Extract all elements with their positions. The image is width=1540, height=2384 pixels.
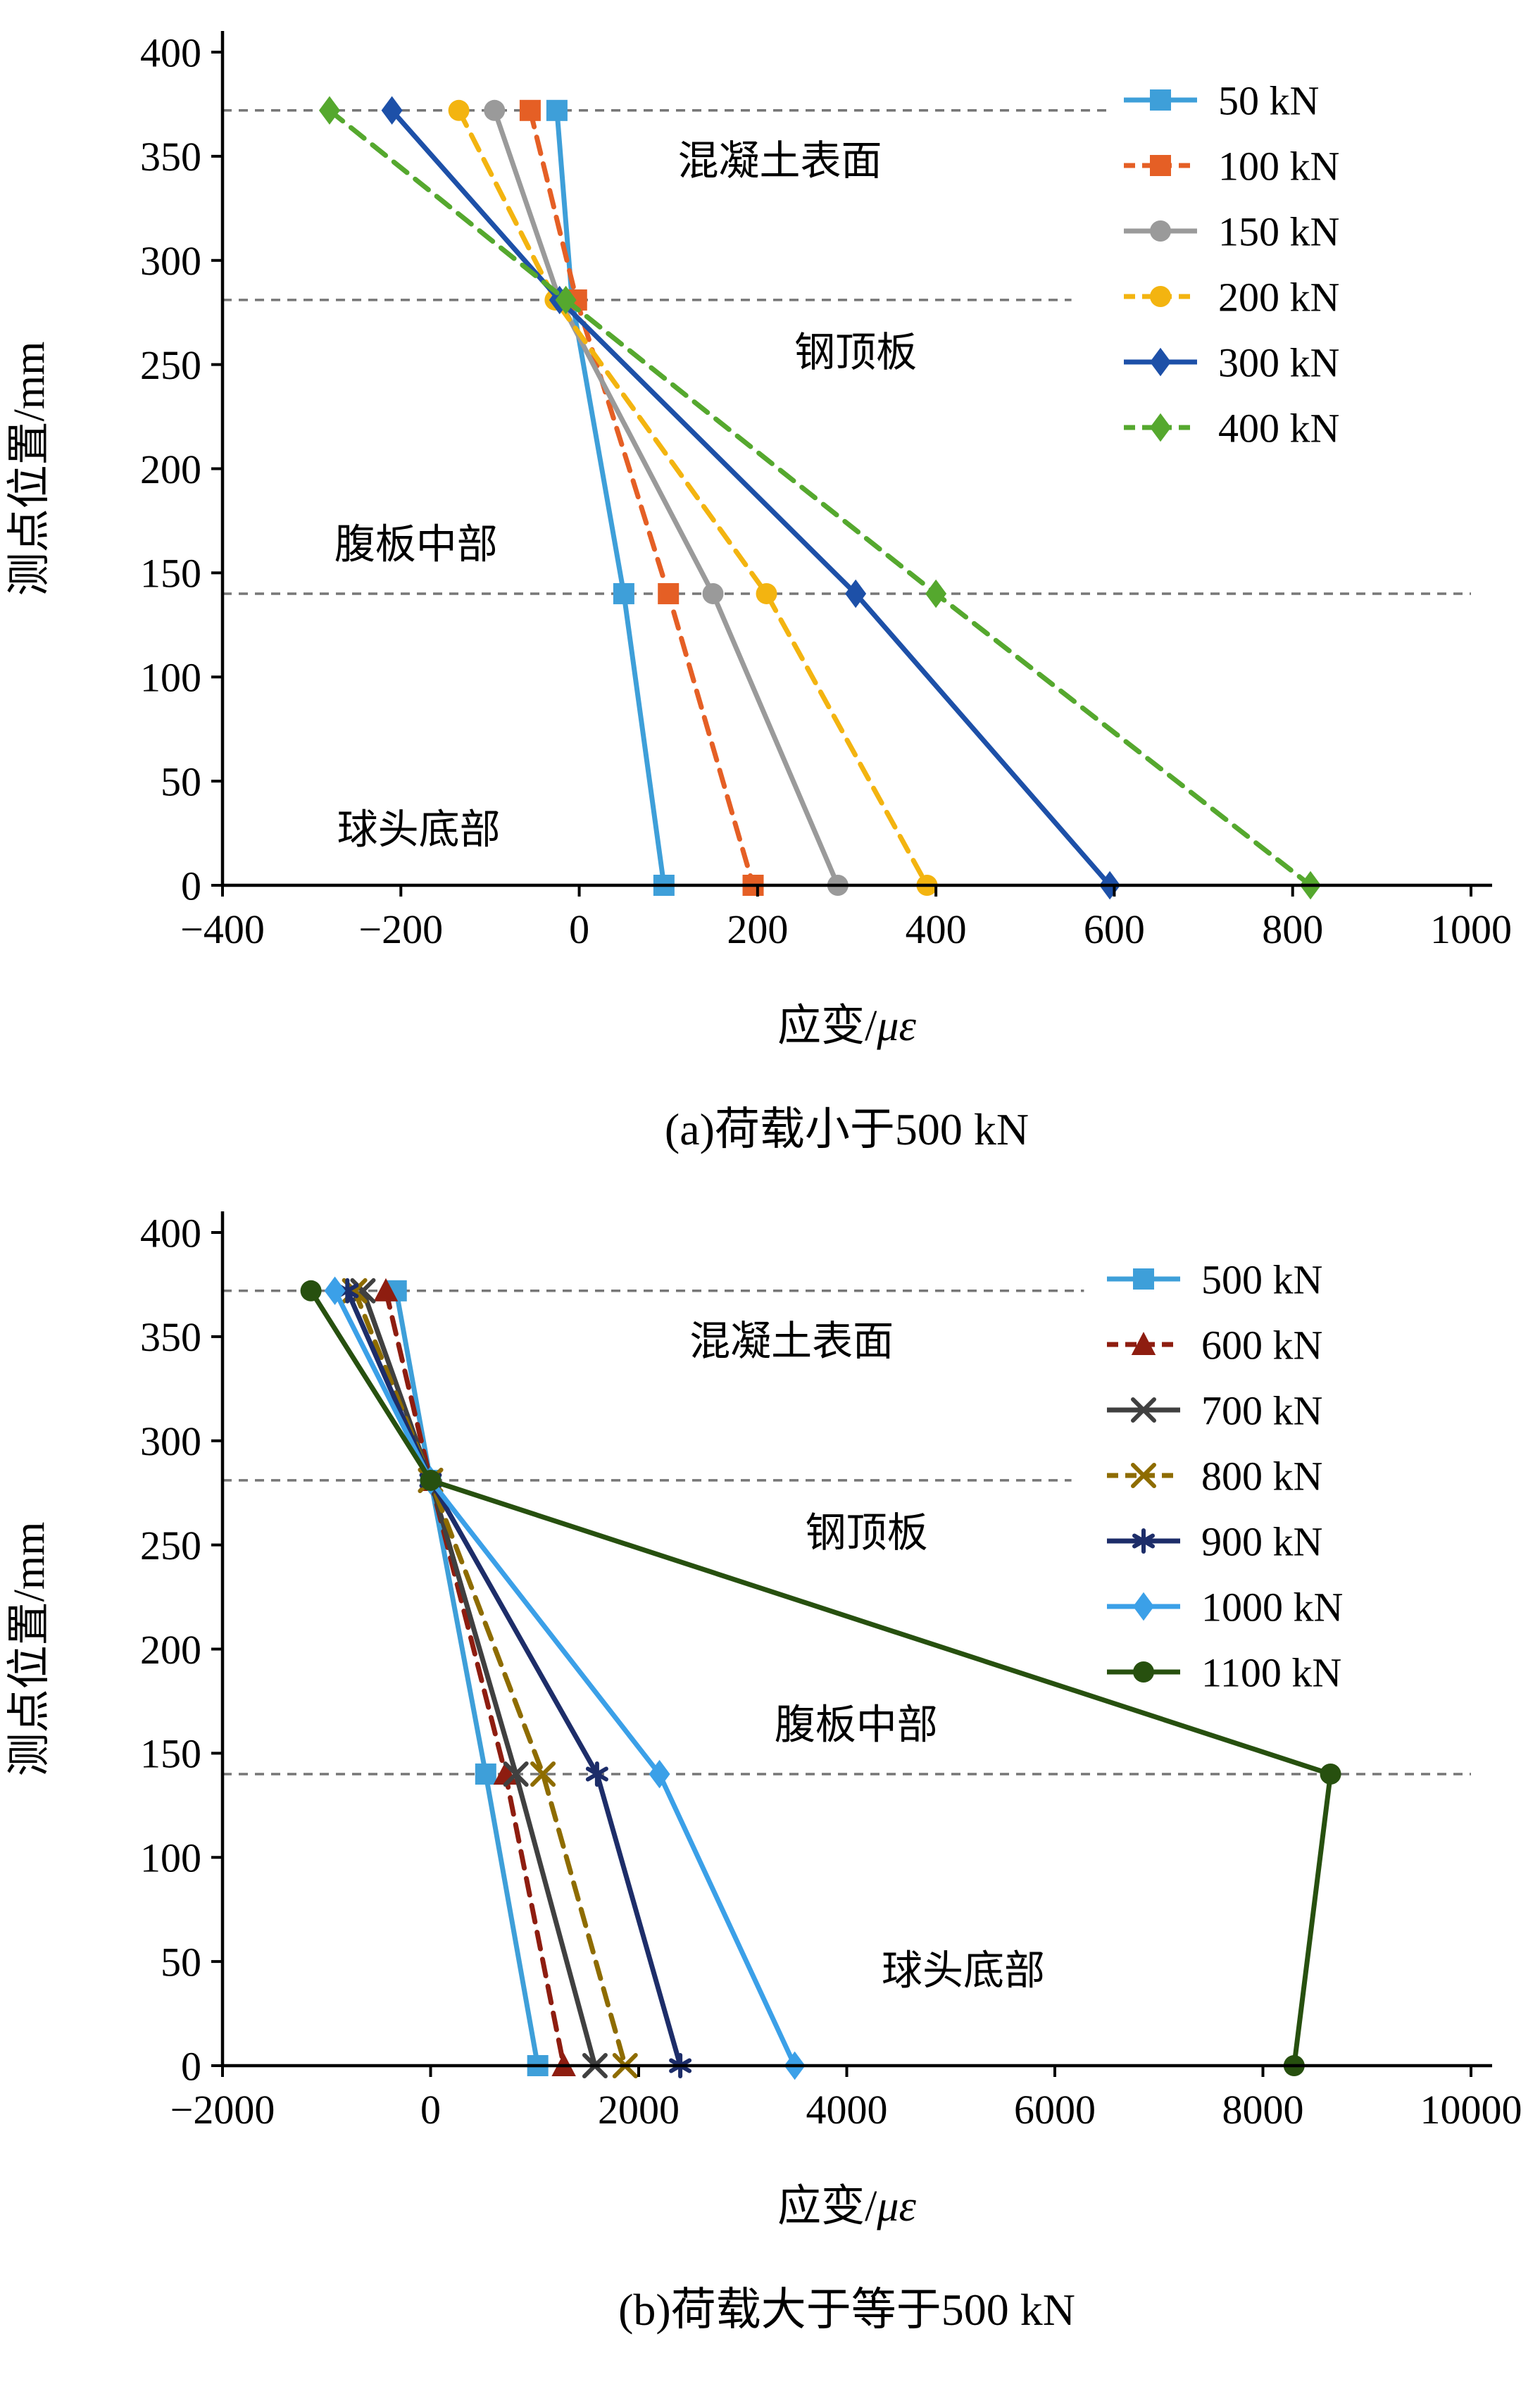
- svg-text:600: 600: [1084, 906, 1145, 952]
- svg-text:400 kN: 400 kN: [1218, 405, 1339, 451]
- svg-text:腹板中部: 腹板中部: [775, 1702, 938, 1747]
- svg-text:混凝土表面: 混凝土表面: [678, 138, 882, 184]
- svg-text:200 kN: 200 kN: [1218, 274, 1339, 320]
- svg-text:1000: 1000: [1430, 906, 1512, 952]
- svg-text:200: 200: [727, 906, 788, 952]
- svg-text:50: 50: [161, 759, 201, 804]
- svg-text:400: 400: [140, 30, 201, 75]
- svg-text:900 kN: 900 kN: [1201, 1518, 1322, 1564]
- svg-text:−2000: −2000: [170, 2087, 275, 2133]
- svg-text:1000 kN: 1000 kN: [1201, 1584, 1343, 1630]
- svg-text:500 kN: 500 kN: [1201, 1256, 1322, 1302]
- svg-text:350: 350: [140, 134, 201, 180]
- svg-text:测点位置/mm: 测点位置/mm: [6, 342, 54, 597]
- chart-b-figure: 0 50 100 150 200 250 300 350 400 −2000 0 2000 4000 60…: [0, 1190, 1540, 2345]
- svg-text:腹板中部: 腹板中部: [334, 521, 498, 567]
- svg-text:300: 300: [140, 1418, 201, 1464]
- svg-text:250: 250: [140, 1523, 201, 1568]
- svg-text:300: 300: [140, 238, 201, 284]
- svg-text:250: 250: [140, 342, 201, 388]
- svg-text:0: 0: [569, 906, 589, 952]
- svg-text:2000: 2000: [598, 2087, 680, 2133]
- svg-text:应变/με: 应变/με: [777, 2183, 916, 2230]
- svg-text:球头底部: 球头底部: [337, 806, 501, 852]
- svg-text:800 kN: 800 kN: [1201, 1453, 1322, 1499]
- svg-text:300 kN: 300 kN: [1218, 339, 1339, 385]
- svg-text:测点位置/mm: 测点位置/mm: [6, 1522, 54, 1777]
- svg-text:50 kN: 50 kN: [1218, 77, 1319, 123]
- svg-text:1100 kN: 1100 kN: [1201, 1649, 1341, 1695]
- chart-b-caption: (b)荷载大于等于500 kN: [618, 2285, 1075, 2335]
- svg-text:−400: −400: [180, 906, 265, 952]
- chart-a-caption: (a)荷载小于500 kN: [664, 1104, 1029, 1154]
- svg-text:200: 200: [140, 1627, 201, 1673]
- svg-text:600 kN: 600 kN: [1201, 1322, 1322, 1368]
- svg-text:8000: 8000: [1222, 2087, 1304, 2133]
- svg-text:150: 150: [140, 1731, 201, 1777]
- svg-text:−200: −200: [358, 906, 443, 952]
- svg-text:350: 350: [140, 1314, 201, 1360]
- svg-text:100: 100: [140, 1835, 201, 1881]
- svg-text:800: 800: [1262, 906, 1323, 952]
- svg-text:混凝土表面: 混凝土表面: [689, 1318, 894, 1364]
- svg-text:400: 400: [140, 1210, 201, 1256]
- svg-text:应变/με: 应变/με: [777, 1002, 916, 1050]
- svg-text:0: 0: [181, 863, 201, 909]
- svg-text:10000: 10000: [1420, 2087, 1522, 2133]
- chart-a-canvas: 0 50 100 150 200 250 300 350 400 −400 −200 0 200 400 6…: [0, 10, 1540, 1080]
- svg-text:100: 100: [140, 655, 201, 701]
- svg-text:6000: 6000: [1014, 2087, 1096, 2133]
- svg-text:0: 0: [420, 2087, 441, 2133]
- svg-text:150: 150: [140, 551, 201, 597]
- chart-a-figure: 0 50 100 150 200 250 300 350 400 −400 −200 0 200 400 6…: [0, 10, 1540, 1165]
- svg-text:400: 400: [906, 906, 967, 952]
- svg-text:200: 200: [140, 447, 201, 492]
- svg-text:150 kN: 150 kN: [1218, 208, 1339, 254]
- svg-text:球头底部: 球头底部: [882, 1947, 1045, 1993]
- svg-text:钢顶板: 钢顶板: [794, 330, 917, 375]
- svg-text:50: 50: [161, 1939, 201, 1985]
- svg-text:700 kN: 700 kN: [1201, 1387, 1322, 1433]
- svg-text:100 kN: 100 kN: [1218, 143, 1339, 189]
- svg-text:4000: 4000: [806, 2087, 888, 2133]
- svg-text:钢顶板: 钢顶板: [806, 1510, 928, 1556]
- svg-text:0: 0: [181, 2043, 201, 2089]
